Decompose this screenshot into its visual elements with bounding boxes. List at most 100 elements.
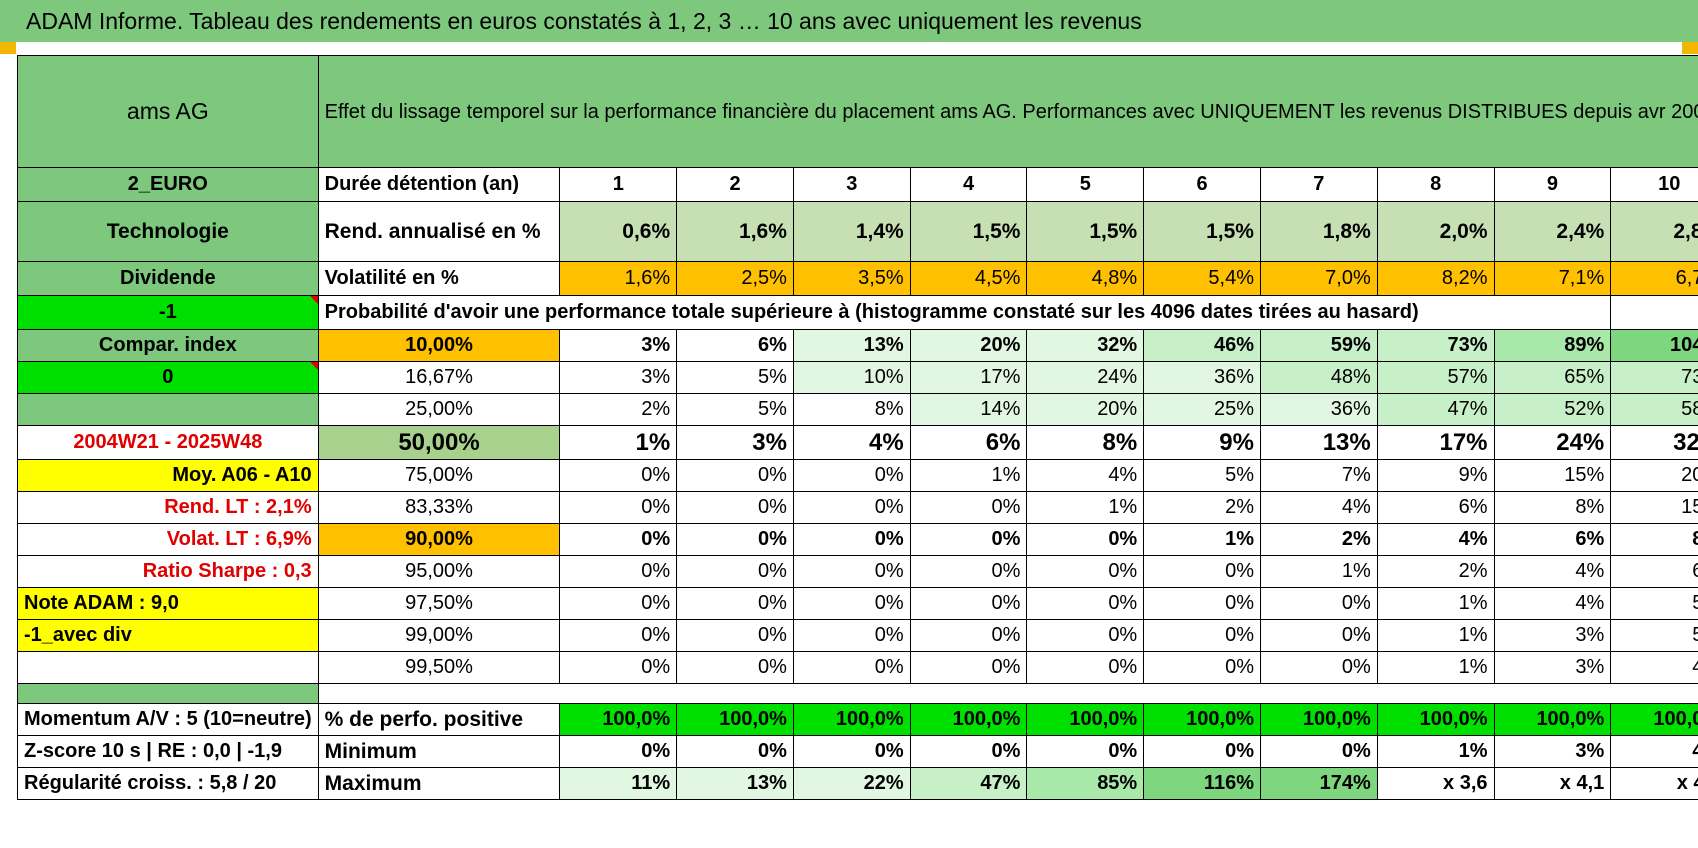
avec-div-label: -1_avec div: [17, 619, 319, 652]
quantile-value: 0%: [559, 587, 678, 620]
spacer-cell: [317, 683, 1698, 704]
minimum-label: Minimum: [317, 735, 561, 768]
volatility-label: Volatilité en %: [317, 261, 561, 296]
quantile-value: 1%: [1026, 491, 1145, 524]
quantile-value: 6%: [909, 425, 1028, 460]
quantile-value: 8%: [1026, 425, 1145, 460]
positive-perf-value: 100,0%: [676, 703, 794, 736]
quantile-value: 59%: [1259, 329, 1378, 362]
quantile-value: 9%: [1143, 425, 1261, 460]
quantile-value: 3%: [1493, 619, 1612, 652]
spreadsheet: ams AG Effet du lissage temporel sur la …: [0, 42, 1698, 848]
quantile-value: 0%: [1143, 587, 1261, 620]
quantile-value: 0%: [909, 555, 1028, 588]
quantile-value: 104%: [1610, 329, 1698, 362]
quantile-label: 97,50%: [317, 587, 561, 620]
quantile-value: 0%: [1026, 555, 1145, 588]
quantile-value: 0%: [559, 619, 678, 652]
rend-value: 1,6%: [676, 201, 794, 262]
quantile-value: 0%: [1026, 651, 1145, 684]
quantile-value: 24%: [1493, 425, 1612, 460]
quantile-value: 0%: [559, 651, 678, 684]
rend-value: 2,0%: [1376, 201, 1495, 262]
corner-marker-left: [0, 42, 16, 54]
minimum-value: 4%: [1610, 735, 1698, 768]
quantile-value: 9%: [1376, 459, 1495, 492]
quantile-value: 0%: [559, 555, 678, 588]
flag-zero: 0: [17, 361, 319, 394]
quantile-value: 5%: [1610, 587, 1698, 620]
rend-label: Rend. annualisé en %: [317, 201, 561, 262]
quantile-value: 13%: [792, 329, 911, 362]
quantile-value: 3%: [676, 425, 794, 460]
minimum-value: 0%: [559, 735, 678, 768]
rend-value: 1,4%: [792, 201, 911, 262]
quantile-value: 6%: [1376, 491, 1495, 524]
maximum-value: 116%: [1143, 767, 1261, 800]
quantile-value: 1%: [909, 459, 1028, 492]
quantile-value: 7%: [1259, 459, 1378, 492]
quantile-value: 0%: [559, 523, 678, 556]
quantile-value: 20%: [1026, 393, 1145, 426]
note-adam-label: Note ADAM : 9,0: [17, 587, 319, 620]
quantile-value: 0%: [792, 587, 911, 620]
minimum-value: 0%: [1026, 735, 1145, 768]
volatility-value: 7,1%: [1493, 261, 1612, 296]
quantile-value: 0%: [792, 491, 911, 524]
quantile-label: 99,50%: [317, 651, 561, 684]
quantile-value: 0%: [792, 459, 911, 492]
volatility-value: 2,5%: [676, 261, 794, 296]
year-header: 8: [1376, 167, 1495, 202]
quantile-value: 0%: [909, 491, 1028, 524]
quantile-value: 25%: [1143, 393, 1261, 426]
compar-index-label: Compar. index: [17, 329, 319, 362]
quantile-value: 4%: [1493, 555, 1612, 588]
quantile-value: 17%: [909, 361, 1028, 394]
quantile-value: 0%: [909, 587, 1028, 620]
currency-label: 2_EURO: [17, 167, 319, 202]
quantile-value: 0%: [792, 555, 911, 588]
quantile-value: 6%: [1610, 555, 1698, 588]
positive-perf-value: 100,0%: [1026, 703, 1145, 736]
quantile-value: 36%: [1143, 361, 1261, 394]
instrument-name: ams AG: [17, 55, 319, 168]
volat-lt-label: Volat. LT : 6,9%: [17, 523, 319, 556]
quantile-value: 5%: [676, 361, 794, 394]
year-header: 10: [1610, 167, 1698, 202]
quantile-label: 16,67%: [317, 361, 561, 394]
volatility-value: 4,5%: [909, 261, 1028, 296]
dividend-label: Dividende: [17, 261, 319, 296]
quantile-value: 3%: [559, 361, 678, 394]
maximum-value: 22%: [792, 767, 911, 800]
maximum-value: x 4,6: [1610, 767, 1698, 800]
quantile-value: 4%: [1026, 459, 1145, 492]
minimum-value: 3%: [1493, 735, 1612, 768]
rend-value: 0,6%: [559, 201, 678, 262]
minimum-value: 0%: [792, 735, 911, 768]
quantile-value: 5%: [676, 393, 794, 426]
volatility-value: 3,5%: [792, 261, 911, 296]
year-header: 7: [1259, 167, 1378, 202]
minimum-value: 0%: [676, 735, 794, 768]
positive-perf-value: 100,0%: [792, 703, 911, 736]
quantile-value: 17%: [1376, 425, 1495, 460]
quantile-value: 4%: [1493, 587, 1612, 620]
quantile-value: 6%: [1493, 523, 1612, 556]
positive-perf-value: 100,0%: [909, 703, 1028, 736]
positive-perf-value: 100,0%: [1610, 703, 1698, 736]
quantile-value: 0%: [676, 523, 794, 556]
quantile-value: 4%: [792, 425, 911, 460]
quantile-value: 24%: [1026, 361, 1145, 394]
quantile-value: 89%: [1493, 329, 1612, 362]
quantile-value: 2%: [1259, 523, 1378, 556]
quantile-value: 47%: [1376, 393, 1495, 426]
quantile-value: 36%: [1259, 393, 1378, 426]
quantile-label: 25,00%: [317, 393, 561, 426]
quantile-label: 95,00%: [317, 555, 561, 588]
quantile-value: 8%: [792, 393, 911, 426]
maximum-value: x 3,6: [1376, 767, 1495, 800]
maximum-value: 85%: [1026, 767, 1145, 800]
header-description: Effet du lissage temporel sur la perform…: [317, 55, 1698, 168]
quantile-label: 83,33%: [317, 491, 561, 524]
maximum-label: Maximum: [317, 767, 561, 800]
